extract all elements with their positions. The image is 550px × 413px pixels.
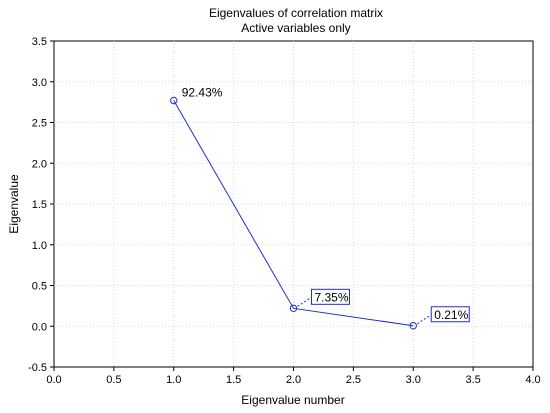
data-point [409, 322, 417, 330]
chart-title: Eigenvalues of correlation matrix [209, 6, 383, 20]
x-tick-label: 1.0 [166, 374, 181, 386]
series-line [173, 100, 414, 327]
y-tick-label: 0.0 [32, 321, 47, 333]
x-tick-label: 4.0 [525, 374, 540, 386]
x-tick-label: 0.5 [106, 374, 121, 386]
y-tick-label: 1.5 [32, 199, 47, 211]
data-point [289, 304, 298, 313]
grid [54, 41, 533, 367]
percent-label: 7.35% [315, 290, 349, 304]
x-tick-label: 2.0 [286, 374, 301, 386]
y-tick-label: 1.0 [32, 240, 47, 252]
percent-label: 0.21% [434, 308, 468, 322]
y-tick-label: 2.0 [32, 158, 47, 170]
x-tick-label: 2.5 [346, 374, 361, 386]
x-tick-label: 1.5 [226, 374, 241, 386]
y-tick-label: 2.5 [32, 118, 47, 130]
y-axis-label: Eigenvalue [7, 174, 21, 234]
y-tick-label: -0.5 [28, 362, 47, 374]
y-axis: -0.5 0.0 0.5 1.0 1.5 2.0 2.5 3.0 3.5 [28, 36, 54, 374]
y-tick-label: 3.5 [32, 36, 47, 48]
y-tick-label: 0.5 [32, 281, 47, 293]
eigenvalue-series [170, 96, 417, 330]
label-leader [416, 314, 432, 325]
x-tick-label: 0.0 [46, 374, 61, 386]
x-tick-label: 3.0 [406, 374, 421, 386]
label-box [311, 288, 350, 305]
x-axis-label: Eigenvalue number [241, 393, 344, 407]
x-axis: 0.0 0.5 1.0 1.5 2.0 2.5 3.0 3.5 4.0 [46, 367, 541, 386]
label-leader [297, 296, 312, 307]
percent-label: 92.43% [182, 85, 223, 99]
percent-labels: 92.43% 7.35% 0.21% [182, 85, 470, 325]
chart-subtitle: Active variables only [241, 21, 350, 35]
data-point [170, 96, 178, 105]
x-tick-label: 3.5 [465, 374, 480, 386]
label-box [430, 306, 470, 323]
y-tick-label: 3.0 [32, 77, 47, 89]
